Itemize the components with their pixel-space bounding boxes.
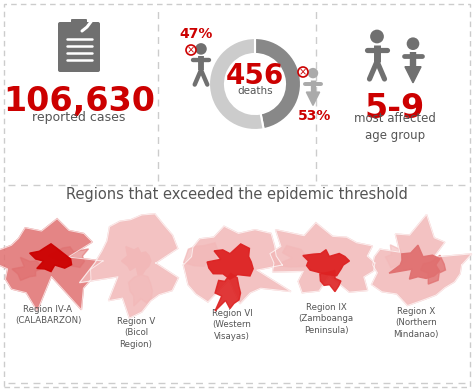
Circle shape [308, 68, 318, 78]
Text: ×: × [187, 45, 195, 55]
Text: reported cases: reported cases [32, 111, 126, 124]
Polygon shape [215, 273, 240, 311]
Polygon shape [48, 247, 89, 267]
Polygon shape [121, 247, 151, 274]
Polygon shape [128, 274, 153, 306]
Circle shape [407, 38, 419, 50]
Text: 456: 456 [226, 62, 284, 90]
Text: Regions that exceeded the epidemic threshold: Regions that exceeded the epidemic thres… [66, 188, 408, 203]
Text: Region IV-A
(CALABARZON): Region IV-A (CALABARZON) [15, 305, 81, 325]
Text: most affected
age group: most affected age group [354, 112, 436, 142]
Polygon shape [12, 257, 41, 280]
Text: ×: × [299, 67, 307, 77]
Polygon shape [274, 246, 323, 267]
FancyBboxPatch shape [58, 22, 100, 72]
Polygon shape [183, 243, 218, 266]
Polygon shape [389, 245, 440, 279]
Text: 106,630: 106,630 [3, 84, 155, 118]
Polygon shape [405, 67, 421, 83]
FancyBboxPatch shape [71, 19, 87, 29]
Polygon shape [80, 214, 178, 318]
Wedge shape [209, 38, 264, 130]
Polygon shape [420, 255, 446, 284]
Polygon shape [306, 92, 319, 106]
Polygon shape [270, 223, 375, 293]
Polygon shape [385, 245, 409, 268]
Text: 47%: 47% [179, 27, 213, 41]
Text: 5-9: 5-9 [365, 91, 425, 124]
Polygon shape [0, 219, 103, 311]
Text: Region IX
(Zamboanga
Peninsula): Region IX (Zamboanga Peninsula) [299, 303, 354, 335]
Text: 53%: 53% [298, 109, 332, 123]
Circle shape [186, 45, 196, 55]
Wedge shape [255, 38, 301, 129]
Polygon shape [183, 226, 291, 304]
Polygon shape [303, 250, 349, 276]
Text: Region VI
(Western
Visayas): Region VI (Western Visayas) [211, 309, 252, 341]
Circle shape [195, 43, 207, 55]
Text: deaths: deaths [237, 86, 273, 96]
Polygon shape [207, 244, 253, 279]
Text: Region X
(Northern
Mindanao): Region X (Northern Mindanao) [393, 307, 439, 339]
Circle shape [298, 67, 308, 77]
Polygon shape [320, 271, 341, 292]
Text: Region V
(Bicol
Region): Region V (Bicol Region) [117, 317, 155, 349]
Circle shape [370, 30, 384, 43]
Polygon shape [30, 244, 72, 272]
Polygon shape [372, 215, 472, 305]
